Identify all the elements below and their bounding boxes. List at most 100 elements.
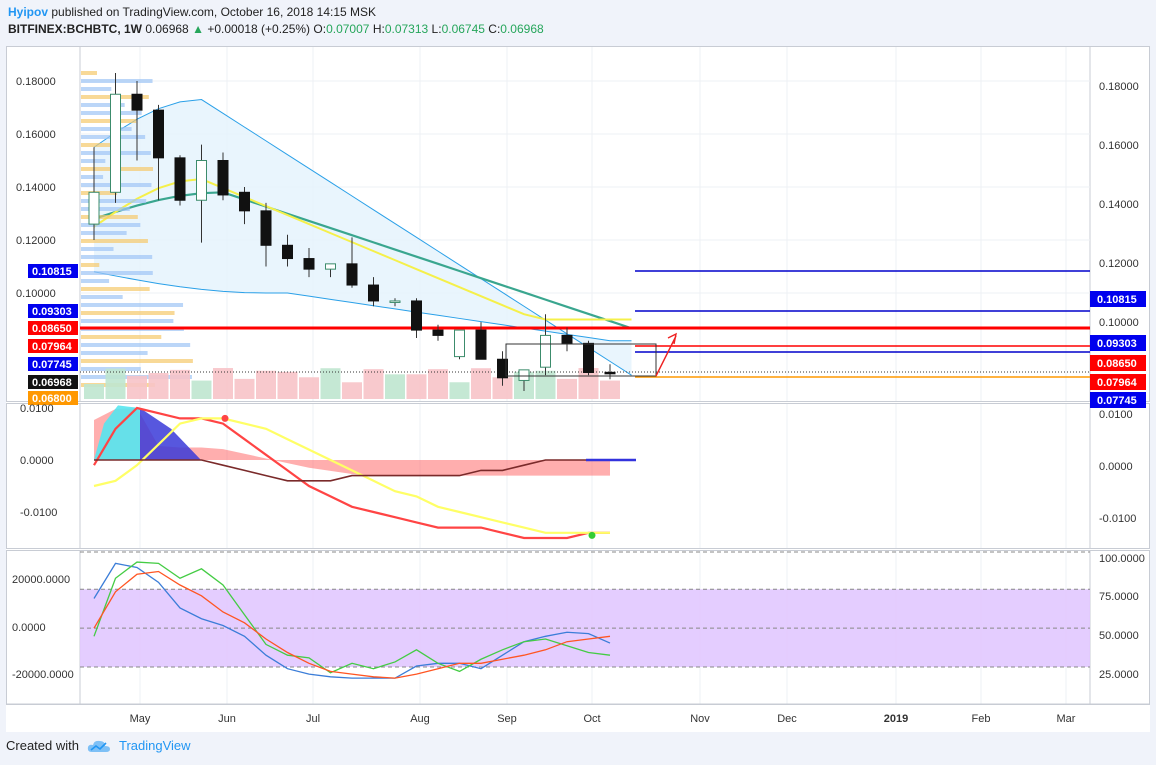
volume-profile-bar <box>81 71 97 75</box>
open-label: O: <box>313 22 327 36</box>
price-tag-right-label: 0.07745 <box>1097 395 1137 407</box>
volume-bar <box>449 382 470 399</box>
volume-bar <box>600 380 620 399</box>
candle-down <box>497 358 508 379</box>
oscillator-axis-left-label: -0.0100 <box>20 507 57 519</box>
candle-down <box>475 329 487 360</box>
oscillator-series-line <box>94 459 610 482</box>
price-tag-left <box>28 339 78 353</box>
candle-down <box>174 157 186 201</box>
volume-bar <box>535 370 556 399</box>
time-axis-tick-label: Mar <box>1057 713 1076 725</box>
price-axis-right-label: 0.18000 <box>1099 81 1139 93</box>
publish-line: Hyipov published on TradingView.com, Oct… <box>8 4 544 21</box>
volume-bar <box>170 369 190 399</box>
volume-bar <box>105 368 126 399</box>
change-value: +0.00018 (+0.25%) <box>207 22 311 36</box>
ohlc-line: BITFINEX:BCHBTC, 1W 0.06968 ▲ +0.00018 (… <box>8 21 544 38</box>
tradingview-link[interactable]: TradingView <box>118 738 191 753</box>
oscillator-axis-right-label: 0.0100 <box>1099 409 1133 421</box>
chart-canvas[interactable]: May Jun Jul Aug Sep Oct Nov Dec 2019 Feb Mar 0.1800… <box>6 46 1150 732</box>
candle-down <box>217 160 229 196</box>
price-axis-right-label: 0.14000 <box>1099 199 1139 211</box>
high-value: 0.07313 <box>384 22 429 36</box>
price-tag-left-label: 0.07964 <box>32 341 73 353</box>
price-tag-left <box>28 304 78 318</box>
footer: Created with TradingView <box>6 738 191 753</box>
stoch-axis-left-label: 20000.0000 <box>12 574 70 586</box>
price-tag-right-label: 0.07964 <box>1097 377 1138 389</box>
volume-profile-bar <box>81 287 150 291</box>
price-tag-right <box>1090 335 1146 351</box>
price-tag-right-label: 0.10815 <box>1097 294 1137 306</box>
created-with-text: Created with <box>6 738 79 753</box>
candle-down <box>368 284 379 302</box>
price-tag-left-label: 0.06800 <box>32 393 72 405</box>
candle-down <box>282 244 293 260</box>
volume-profile-bar <box>81 335 162 339</box>
price-tag-left-label: 0.09303 <box>32 306 72 318</box>
stoch-series-line <box>93 570 611 679</box>
volume-profile-bar <box>81 263 100 267</box>
panel-frame <box>6 46 1150 402</box>
candle-up <box>325 263 336 270</box>
time-axis-tick-label: Nov <box>690 713 710 725</box>
stoch-axis-right-label: 75.0000 <box>1099 591 1139 603</box>
time-axis-tick-label: Feb <box>972 713 991 725</box>
price-tag-left <box>28 321 78 335</box>
oscillator-axis-right-label: -0.0100 <box>1099 513 1136 525</box>
price-axis-left-label: 0.12000 <box>16 235 56 247</box>
time-axis-tick-label: Jul <box>306 713 320 725</box>
price-axis-right-label: 0.16000 <box>1099 140 1139 152</box>
price-tag-right-label: 0.09303 <box>1097 338 1137 350</box>
symbol-label[interactable]: BITFINEX:BCHBTC, 1W <box>8 22 142 36</box>
volume-bar <box>492 377 513 399</box>
volume-bar <box>557 378 577 399</box>
volume-bar <box>234 378 255 399</box>
price-tag-left <box>28 264 78 278</box>
time-axis-tick-label: Sep <box>497 713 517 725</box>
tradingview-cloud-icon[interactable] <box>87 739 111 753</box>
candle-down <box>346 263 358 286</box>
volume-profile-bar <box>81 215 138 219</box>
volume-profile-bar <box>81 295 123 299</box>
low-label: L: <box>431 22 442 36</box>
price-tag-right <box>1090 291 1146 307</box>
volume-profile-bar <box>81 343 191 347</box>
volume-bar <box>148 372 169 399</box>
price-axis-right-label: 0.12000 <box>1099 258 1139 270</box>
stoch-axis-right-label: 25.0000 <box>1099 669 1139 681</box>
price-tag-right-label: 0.08650 <box>1097 358 1137 370</box>
volume-profile-bar <box>81 119 137 123</box>
published-text: published on TradingView.com, October 16… <box>51 5 377 19</box>
panel-frame <box>6 403 1150 549</box>
high-label: H: <box>372 22 385 36</box>
time-axis-tick-label: May <box>130 713 151 725</box>
candle-up <box>454 329 465 358</box>
oscillator-series-line <box>93 417 610 534</box>
volume-profile-bar <box>81 351 148 355</box>
volume-bar <box>299 377 319 399</box>
volume-profile-bar <box>81 103 125 107</box>
volume-bar <box>256 370 276 399</box>
open-value: 0.07007 <box>326 22 370 36</box>
candle-up <box>196 160 207 201</box>
candle-down <box>561 334 573 344</box>
candle-down <box>604 371 616 375</box>
close-value: 0.06968 <box>500 22 544 36</box>
volume-profile-bar <box>81 143 120 147</box>
volume-bar <box>213 368 233 399</box>
price-axis-left-label: 0.18000 <box>16 76 56 88</box>
candle-down <box>432 329 444 336</box>
author-link[interactable]: Hyipov <box>8 5 49 19</box>
time-axis-tick-label: Aug <box>410 713 430 725</box>
candle-up <box>540 334 551 368</box>
volume-profile-bar <box>81 231 127 235</box>
volume-bar <box>471 368 491 399</box>
price-axis-left-label: 0.14000 <box>16 182 56 194</box>
volume-profile-bar <box>81 279 110 283</box>
candle-down <box>153 109 164 159</box>
volume-bar <box>320 368 341 399</box>
candle-down <box>303 258 315 270</box>
chart-header: Hyipov published on TradingView.com, Oct… <box>8 4 544 38</box>
